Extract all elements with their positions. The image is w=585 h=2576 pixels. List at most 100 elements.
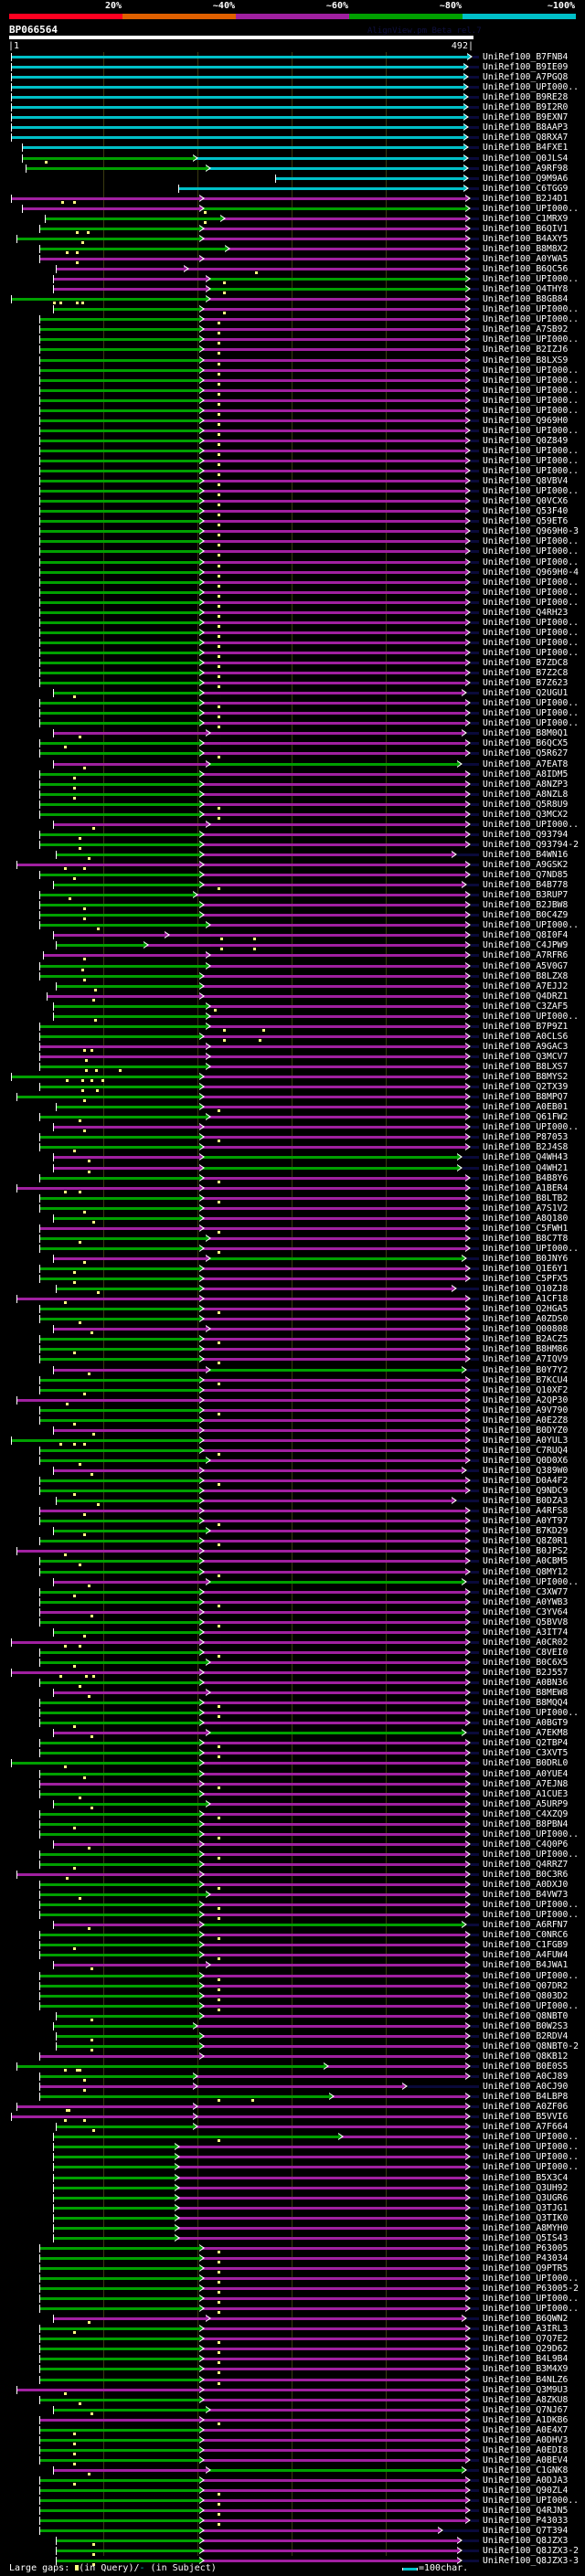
alignment-row[interactable]: UniRef100_UPI000.. [0, 1122, 585, 1133]
subject-label[interactable]: UniRef100_Q61FW2 [483, 1112, 569, 1123]
subject-label[interactable]: UniRef100_Q8JZX3 [483, 2536, 569, 2547]
subject-label[interactable]: UniRef100_P87053 [483, 1132, 569, 1143]
alignment-row[interactable]: UniRef100_UPI000.. [0, 588, 585, 598]
alignment-row[interactable]: UniRef100_B0C6X5 [0, 1658, 585, 1668]
subject-label[interactable]: UniRef100_B7KD29 [483, 1526, 569, 1537]
alignment-row[interactable]: UniRef100_UPI000.. [0, 466, 585, 477]
subject-label[interactable]: UniRef100_P63005 [483, 2242, 569, 2253]
alignment-row[interactable]: UniRef100_UPI000.. [0, 598, 585, 608]
subject-label[interactable]: UniRef100_B8GB84 [483, 294, 569, 305]
alignment-row[interactable]: UniRef100_Q00808 [0, 1324, 585, 1335]
alignment-row[interactable]: UniRef100_B9IE09 [0, 62, 585, 72]
subject-label[interactable]: UniRef100_Q59ET6 [483, 516, 569, 527]
alignment-row[interactable]: UniRef100_Q8MY12 [0, 1567, 585, 1577]
alignment-row[interactable]: UniRef100_Q8JZX3 [0, 2536, 585, 2547]
subject-label[interactable]: UniRef100_Q8NBT0 [483, 2010, 569, 2021]
alignment-row[interactable]: UniRef100_Q7T394 [0, 2526, 585, 2536]
subject-label[interactable]: UniRef100_B4L9B4 [483, 2354, 569, 2365]
subject-label[interactable]: UniRef100_UPI000.. [483, 2274, 579, 2284]
alignment-row[interactable]: UniRef100_A7EJJ2 [0, 981, 585, 991]
subject-label[interactable]: UniRef100_A5URP9 [483, 1798, 569, 1809]
alignment-row[interactable]: UniRef100_Q8NBT0 [0, 2011, 585, 2021]
subject-label[interactable]: UniRef100_Q10XF2 [483, 1384, 569, 1395]
alignment-row[interactable]: UniRef100_A1BER4 [0, 1183, 585, 1193]
alignment-row[interactable]: UniRef100_A0BN36 [0, 1678, 585, 1689]
subject-label[interactable]: UniRef100_UPI000.. [483, 2294, 579, 2305]
subject-label[interactable]: UniRef100_UPI000.. [483, 486, 579, 497]
subject-label[interactable]: UniRef100_Q3UH92 [483, 2182, 569, 2193]
subject-label[interactable]: UniRef100_UPI000.. [483, 375, 579, 386]
subject-label[interactable]: UniRef100_B6QC56 [483, 264, 569, 275]
alignment-row[interactable]: UniRef100_B6QWN2 [0, 2314, 585, 2325]
subject-label[interactable]: UniRef100_Q2TBP4 [483, 1738, 569, 1749]
subject-label[interactable]: UniRef100_A3IT74 [483, 1627, 569, 1638]
subject-label[interactable]: UniRef100_UPI000.. [483, 617, 579, 628]
subject-label[interactable]: UniRef100_UPI000.. [483, 274, 579, 285]
subject-label[interactable]: UniRef100_B0E0S5 [483, 2061, 569, 2072]
subject-label[interactable]: UniRef100_C3XW77 [483, 1586, 569, 1597]
subject-label[interactable]: UniRef100_Q3TJG1 [483, 2202, 569, 2213]
alignment-row[interactable]: UniRef100_A9RF98 [0, 164, 585, 174]
subject-label[interactable]: UniRef100_UPI000.. [483, 1970, 579, 1981]
subject-label[interactable]: UniRef100_B0W2S3 [483, 2020, 569, 2031]
subject-label[interactable]: UniRef100_UPI000.. [483, 536, 579, 547]
subject-label[interactable]: UniRef100_B8MYS2 [483, 1072, 569, 1083]
alignment-row[interactable]: UniRef100_A4FUW4 [0, 1950, 585, 1961]
alignment-row[interactable]: UniRef100_C5PFX5 [0, 1274, 585, 1285]
alignment-row[interactable]: UniRef100_Q7ND85 [0, 870, 585, 881]
subject-label[interactable]: UniRef100_Q00808 [483, 1324, 569, 1335]
alignment-row[interactable]: UniRef100_A0YWA5 [0, 254, 585, 264]
subject-label[interactable]: UniRef100_Q8JZX3-3 [483, 2556, 579, 2567]
alignment-row[interactable]: UniRef100_A9V790 [0, 1405, 585, 1415]
alignment-row[interactable]: UniRef100_Q803D2 [0, 1991, 585, 2001]
subject-label[interactable]: UniRef100_B8LZX8 [483, 970, 569, 981]
alignment-row[interactable]: UniRef100_P87053 [0, 1132, 585, 1143]
alignment-row[interactable]: UniRef100_Q3UGR6 [0, 2193, 585, 2203]
subject-label[interactable]: UniRef100_A0ZDS0 [483, 1314, 569, 1325]
alignment-row[interactable]: UniRef100_A8IDM5 [0, 769, 585, 779]
subject-label[interactable]: UniRef100_B2J4D1 [483, 193, 569, 204]
subject-label[interactable]: UniRef100_UPI000.. [483, 718, 579, 729]
subject-label[interactable]: UniRef100_UPI000.. [483, 587, 579, 598]
subject-label[interactable]: UniRef100_UPI000.. [483, 2142, 579, 2153]
subject-label[interactable]: UniRef100_UPI000.. [483, 2496, 579, 2507]
subject-label[interactable]: UniRef100_Q2UGU1 [483, 688, 569, 699]
alignment-row[interactable]: UniRef100_A0EDI8 [0, 2445, 585, 2455]
alignment-row[interactable]: UniRef100_A1CF18 [0, 1294, 585, 1305]
alignment-row[interactable]: UniRef100_Q7Q7E2 [0, 2334, 585, 2345]
alignment-row[interactable]: UniRef100_C4JPW9 [0, 940, 585, 951]
subject-label[interactable]: UniRef100_UPI000.. [483, 1011, 579, 1022]
subject-label[interactable]: UniRef100_Q5R627 [483, 748, 569, 759]
subject-label[interactable]: UniRef100_UPI000.. [483, 577, 579, 588]
subject-label[interactable]: UniRef100_Q3M9U3 [483, 2384, 569, 2395]
subject-label[interactable]: UniRef100_C3YV64 [483, 1606, 569, 1617]
subject-label[interactable]: UniRef100_A0YT97 [483, 1516, 569, 1527]
alignment-row[interactable]: UniRef100_A7RFR6 [0, 950, 585, 961]
alignment-row[interactable]: UniRef100_UPI000.. [0, 546, 585, 557]
alignment-row[interactable]: UniRef100_UPI000.. [0, 446, 585, 456]
subject-label[interactable]: UniRef100_Q90ZL4 [483, 2486, 569, 2496]
alignment-row[interactable]: UniRef100_Q5R627 [0, 748, 585, 759]
alignment-row[interactable]: UniRef100_A8NZP3 [0, 779, 585, 790]
alignment-row[interactable]: UniRef100_A0YUE4 [0, 1769, 585, 1779]
subject-label[interactable]: UniRef100_B7Z623 [483, 678, 569, 689]
alignment-row[interactable]: UniRef100_A0YUL3 [0, 1436, 585, 1446]
subject-label[interactable]: UniRef100_Q969H0-4 [483, 567, 579, 578]
subject-label[interactable]: UniRef100_UPI000.. [483, 708, 579, 719]
subject-label[interactable]: UniRef100_UPI000.. [483, 1708, 579, 1719]
alignment-row[interactable]: UniRef100_B7KD29 [0, 1526, 585, 1537]
alignment-row[interactable]: UniRef100_B0C3R6 [0, 1870, 585, 1880]
alignment-row[interactable]: UniRef100_B2J4S8 [0, 1142, 585, 1153]
subject-label[interactable]: UniRef100_A0CJ89 [483, 2072, 569, 2082]
alignment-row[interactable]: UniRef100_UPI000.. [0, 204, 585, 214]
alignment-row[interactable]: UniRef100_A4RFS8 [0, 1506, 585, 1517]
alignment-row[interactable]: UniRef100_UPI000.. [0, 2132, 585, 2143]
alignment-row[interactable]: UniRef100_UPI000.. [0, 376, 585, 386]
subject-label[interactable]: UniRef100_UPI000.. [483, 314, 579, 325]
subject-label[interactable]: UniRef100_UPI000.. [483, 2000, 579, 2011]
alignment-row[interactable]: UniRef100_UPI000.. [0, 304, 585, 315]
subject-label[interactable]: UniRef100_A0E4X7 [483, 2424, 569, 2435]
alignment-row[interactable]: UniRef100_Q3UH92 [0, 2183, 585, 2193]
alignment-row[interactable]: UniRef100_A0EB01 [0, 1102, 585, 1113]
alignment-row[interactable]: UniRef100_Q9NDC9 [0, 1486, 585, 1497]
